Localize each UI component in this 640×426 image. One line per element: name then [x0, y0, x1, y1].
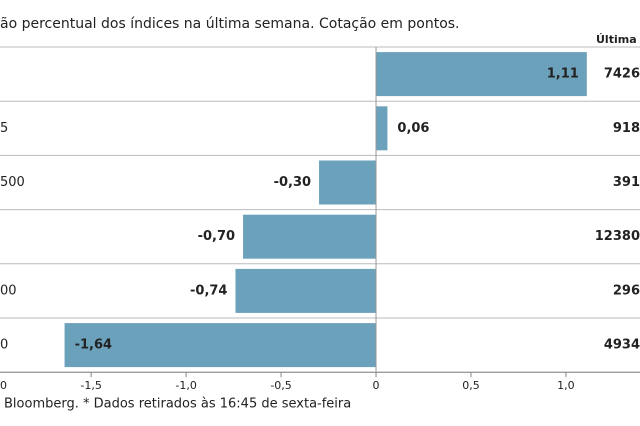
last-quote: 12380 [595, 229, 640, 244]
last-quote: 296 [613, 283, 640, 298]
last-quote: 391 [613, 175, 640, 190]
category-label: 0 [0, 338, 8, 353]
last-quote: 4934 [604, 338, 640, 353]
x-tick-label: 0 [0, 379, 7, 392]
category-label: 500 [0, 175, 25, 190]
x-tick-label: -1,5 [80, 379, 101, 392]
bar [235, 268, 377, 313]
value-label: -0,74 [190, 283, 227, 298]
value-label: -1,64 [75, 338, 112, 353]
bar [64, 323, 377, 368]
x-tick-label: 0 [373, 379, 380, 392]
x-tick-label: -0,5 [270, 379, 291, 392]
value-label: 1,11 [547, 67, 579, 82]
x-tick-label: 1,0 [557, 379, 575, 392]
x-tick-label: 0,5 [462, 379, 480, 392]
value-label: -0,30 [274, 175, 311, 190]
bar [243, 214, 377, 259]
category-label: 5 [0, 121, 8, 136]
bar [376, 52, 587, 97]
last-quote: 918 [613, 121, 640, 136]
x-tick-label: -1,0 [175, 379, 196, 392]
bar [319, 160, 377, 205]
chart-subtitle: ão percentual dos índices na última sema… [0, 16, 460, 32]
value-label: 0,06 [397, 121, 429, 136]
category-label: 00 [0, 283, 17, 298]
last-quote: 7426 [604, 67, 640, 82]
bar [376, 106, 388, 151]
source-note: Bloomberg. * Dados retirados às 16:45 de… [4, 397, 351, 412]
value-label: -0,70 [198, 229, 235, 244]
column-header: Última c [596, 33, 640, 46]
